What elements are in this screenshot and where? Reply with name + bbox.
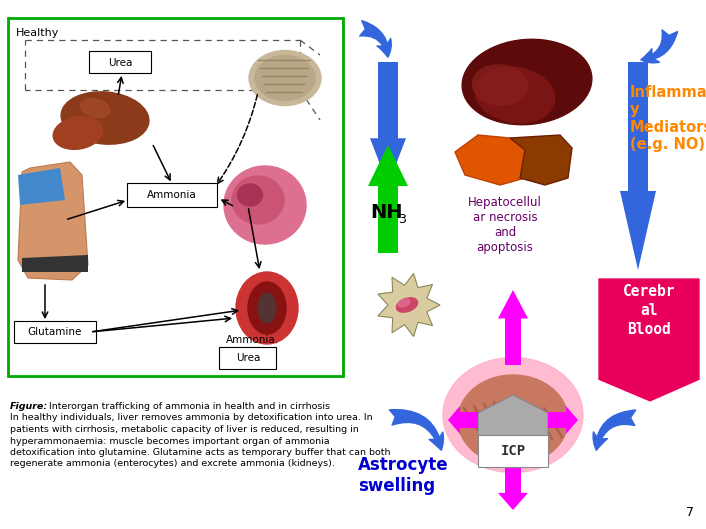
Ellipse shape (462, 39, 592, 125)
Polygon shape (548, 406, 578, 434)
Ellipse shape (53, 117, 103, 149)
Ellipse shape (443, 358, 583, 472)
Ellipse shape (237, 184, 263, 206)
Ellipse shape (232, 176, 284, 224)
Ellipse shape (80, 98, 109, 117)
Text: Glutamine: Glutamine (28, 327, 82, 337)
Text: Cerebr
al
Blood: Cerebr al Blood (623, 284, 675, 338)
Ellipse shape (61, 92, 149, 144)
FancyBboxPatch shape (127, 183, 217, 207)
Polygon shape (368, 145, 408, 253)
Text: Interorgan trafficking of ammonia in health and in cirrhosis: Interorgan trafficking of ammonia in hea… (46, 402, 330, 411)
Text: regenerate ammonia (enterocytes) and excrete ammonia (kidneys).: regenerate ammonia (enterocytes) and exc… (10, 460, 335, 469)
Polygon shape (620, 62, 656, 270)
Polygon shape (370, 62, 406, 185)
Polygon shape (478, 395, 548, 450)
FancyBboxPatch shape (14, 321, 96, 343)
Ellipse shape (224, 166, 306, 244)
Ellipse shape (472, 65, 527, 105)
FancyBboxPatch shape (478, 435, 548, 467)
Polygon shape (498, 290, 528, 365)
Text: Hepatocellul
ar necrosis
and
apoptosis: Hepatocellul ar necrosis and apoptosis (468, 196, 542, 254)
Text: Healthy: Healthy (16, 28, 59, 38)
Text: ICP: ICP (501, 444, 525, 458)
Ellipse shape (248, 282, 286, 334)
FancyBboxPatch shape (219, 347, 276, 369)
Polygon shape (498, 465, 528, 510)
FancyBboxPatch shape (89, 51, 151, 73)
Ellipse shape (398, 299, 409, 307)
Text: hyperammonaemia: muscle becomes important organ of ammonia: hyperammonaemia: muscle becomes importan… (10, 436, 330, 445)
Polygon shape (598, 278, 700, 402)
Ellipse shape (236, 272, 298, 344)
Polygon shape (22, 255, 88, 272)
Polygon shape (378, 273, 440, 336)
Text: Urea: Urea (236, 353, 261, 363)
Polygon shape (448, 406, 478, 434)
Text: patients with cirrhosis, metabolic capacity of liver is reduced, resulting in: patients with cirrhosis, metabolic capac… (10, 425, 359, 434)
Polygon shape (18, 168, 65, 205)
Ellipse shape (458, 375, 568, 465)
Text: 3: 3 (398, 213, 406, 226)
Ellipse shape (397, 298, 417, 312)
Text: detoxification into glutamine. Glutamine acts as temporary buffer that can both: detoxification into glutamine. Glutamine… (10, 448, 390, 457)
Text: NH: NH (370, 203, 402, 222)
Polygon shape (455, 135, 528, 185)
Ellipse shape (249, 50, 321, 105)
FancyBboxPatch shape (8, 18, 343, 376)
Text: Figure:: Figure: (10, 402, 48, 411)
Polygon shape (510, 135, 572, 185)
Polygon shape (18, 162, 88, 280)
Text: Inflammator
y
Mediators
(e.g. NO): Inflammator y Mediators (e.g. NO) (630, 85, 706, 152)
Text: Ammonia.: Ammonia. (225, 335, 279, 345)
Text: Urea: Urea (108, 58, 132, 68)
Ellipse shape (255, 56, 315, 101)
Ellipse shape (475, 67, 555, 123)
Ellipse shape (258, 293, 276, 323)
Text: 7: 7 (686, 506, 694, 519)
Text: Astrocyte
swelling: Astrocyte swelling (358, 456, 448, 495)
Text: In healthy individuals, liver removes ammonia by detoxification into urea. In: In healthy individuals, liver removes am… (10, 414, 373, 423)
Text: Ammonia: Ammonia (147, 190, 197, 200)
